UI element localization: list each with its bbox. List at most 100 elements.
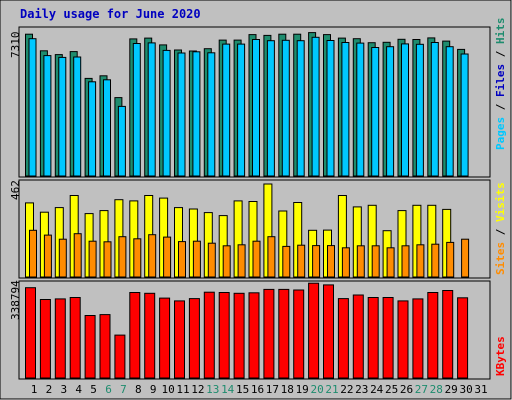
day-label-6: 6 [105, 383, 112, 396]
sites-bar-day-29 [447, 242, 454, 277]
sites-bar-day-9 [149, 235, 156, 277]
files-bar-day-24 [372, 48, 379, 177]
day-label-21: 21 [325, 383, 338, 396]
files-bar-day-29 [446, 47, 453, 176]
day-label-31: 31 [474, 383, 487, 396]
files-bar-day-11 [178, 53, 185, 176]
kbytes-bar-day-25 [383, 298, 393, 379]
sites-bar-day-4 [74, 234, 81, 277]
sites-bar-day-22 [342, 248, 349, 277]
sites-bar-day-2 [44, 235, 51, 277]
day-label-12: 12 [191, 383, 204, 396]
legend-files: Files [494, 64, 507, 97]
kbytes-bar-day-27 [413, 299, 423, 378]
kbytes-bar-day-22 [338, 299, 348, 378]
kbytes-bar-day-15 [234, 293, 244, 378]
day-label-15: 15 [236, 383, 249, 396]
legend-sep-1: / [494, 103, 507, 110]
files-bar-day-7 [118, 106, 125, 176]
day-label-18: 18 [281, 383, 294, 396]
day-label-24: 24 [370, 383, 384, 396]
sites-bar-day-26 [402, 246, 409, 277]
legend-pages: Pages [494, 117, 507, 150]
day-label-20: 20 [310, 383, 323, 396]
sites-bar-day-30 [462, 239, 469, 277]
chart-title: Daily usage for June 2020 [20, 7, 201, 21]
kbytes-bar-day-26 [398, 301, 408, 378]
day-label-26: 26 [400, 383, 413, 396]
sites-bar-day-11 [179, 242, 186, 277]
kbytes-bar-day-29 [443, 291, 453, 379]
day-label-10: 10 [161, 383, 174, 396]
kbytes-bar-day-9 [145, 293, 155, 378]
kbytes-bar-day-17 [264, 289, 274, 378]
legend-sep-2: / [494, 50, 507, 57]
files-bar-day-15 [238, 44, 245, 176]
visits-ymax-label: 462 [9, 180, 22, 200]
files-bar-day-28 [431, 43, 438, 177]
kbytes-bar-day-11 [175, 301, 185, 378]
legend-sep-3: / [494, 228, 507, 235]
kbytes-bar-day-4 [70, 298, 80, 379]
day-label-25: 25 [385, 383, 398, 396]
files-bar-day-6 [104, 80, 111, 176]
files-bar-day-30 [461, 54, 468, 176]
day-label-4: 4 [75, 383, 82, 396]
sites-bar-day-3 [59, 239, 66, 277]
kbytes-bar-day-10 [160, 298, 170, 378]
sites-bar-day-24 [372, 246, 379, 277]
kbytes-ymax-label: 338794 [9, 280, 22, 320]
kbytes-bar-day-24 [368, 298, 378, 379]
sites-bar-day-13 [208, 243, 215, 277]
kbytes-bar-day-16 [249, 293, 259, 378]
legend-sites: Sites [494, 242, 507, 275]
kbytes-bar-day-1 [26, 288, 36, 378]
files-bar-day-8 [133, 44, 140, 177]
day-label-30: 30 [459, 383, 472, 396]
files-bar-day-3 [59, 57, 66, 176]
kbytes-bar-day-13 [204, 292, 214, 378]
files-bar-day-27 [416, 44, 423, 176]
files-bar-day-21 [327, 41, 334, 177]
files-bar-day-20 [312, 37, 319, 176]
files-bar-day-2 [44, 56, 51, 176]
sites-bar-day-5 [89, 241, 96, 277]
kbytes-bar-day-8 [130, 293, 140, 379]
kbytes-bar-day-2 [40, 300, 50, 379]
kbytes-legend: KBytes [494, 336, 507, 376]
files-bar-day-25 [387, 47, 394, 176]
sites-bar-day-23 [357, 246, 364, 277]
kbytes-bar-day-30 [458, 298, 468, 378]
sites-bar-day-14 [223, 246, 230, 277]
day-label-28: 28 [430, 383, 443, 396]
day-label-13: 13 [206, 383, 219, 396]
day-label-17: 17 [266, 383, 279, 396]
files-bar-day-26 [402, 44, 409, 176]
sites-bar-day-19 [298, 245, 305, 277]
day-label-3: 3 [60, 383, 67, 396]
kbytes-bar-day-18 [279, 289, 289, 378]
sites-bar-day-18 [283, 246, 290, 277]
day-label-7: 7 [120, 383, 127, 396]
day-label-22: 22 [340, 383, 353, 396]
sites-bar-day-20 [313, 246, 320, 277]
sites-bar-day-15 [238, 245, 245, 277]
kbytes-bar-day-5 [85, 316, 95, 379]
visits-legend: Sites / Visits [494, 182, 507, 275]
day-label-29: 29 [445, 383, 458, 396]
sites-bar-day-21 [328, 246, 335, 277]
kbytes-bar-day-28 [428, 293, 438, 379]
legend-hits: Hits [494, 18, 507, 45]
day-label-2: 2 [46, 383, 53, 396]
sites-bar-day-28 [432, 244, 439, 277]
files-bar-day-23 [357, 43, 364, 176]
kbytes-bar-day-7 [115, 335, 125, 378]
day-label-27: 27 [415, 383, 428, 396]
day-label-5: 5 [90, 383, 97, 396]
kbytes-bar-day-12 [189, 299, 199, 378]
day-label-9: 9 [150, 383, 157, 396]
files-bar-day-19 [297, 41, 304, 176]
kbytes-bar-day-14 [219, 293, 229, 379]
day-label-8: 8 [135, 383, 142, 396]
